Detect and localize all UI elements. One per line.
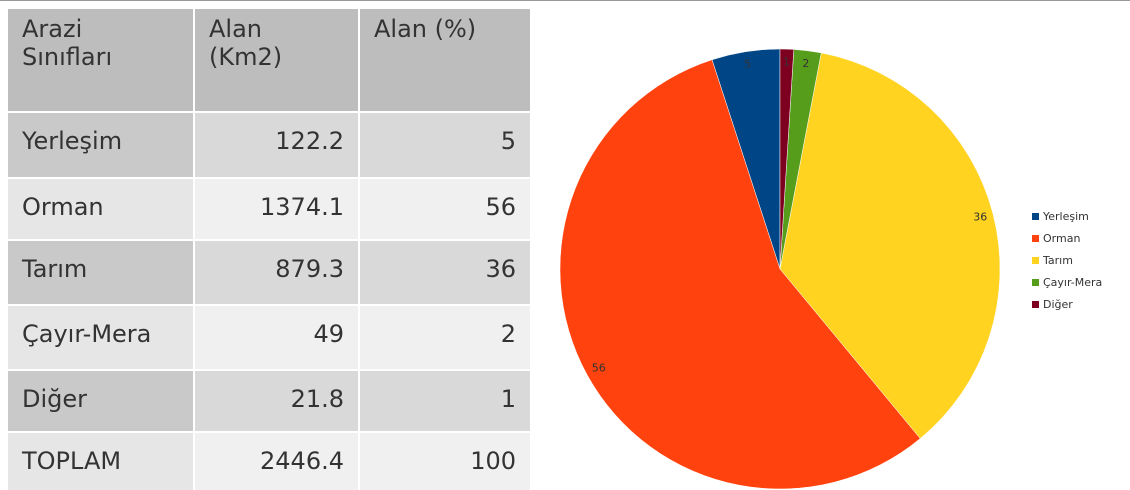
table-cell: Orman bbox=[8, 179, 195, 241]
legend-label: Orman bbox=[1043, 232, 1080, 245]
legend-swatch bbox=[1032, 235, 1039, 242]
table-cell: 36 bbox=[360, 241, 532, 306]
table-cell: 1374.1 bbox=[195, 179, 360, 241]
legend-swatch bbox=[1032, 213, 1039, 220]
legend-label: Diğer bbox=[1043, 298, 1073, 311]
table-cell: TOPLAM bbox=[8, 433, 195, 490]
header-cell: Arazi Sınıfları bbox=[8, 9, 195, 113]
pie-slice bbox=[779, 48, 795, 270]
data-label: 36 bbox=[973, 211, 987, 224]
header-cell: Alan (%) bbox=[360, 9, 532, 113]
table-cell: 100 bbox=[360, 433, 532, 490]
pie-slice bbox=[779, 52, 1001, 439]
table-cell: 122.2 bbox=[195, 113, 360, 179]
table-cell: 2 bbox=[360, 306, 532, 371]
table-cell: Tarım bbox=[8, 241, 195, 306]
legend-label: Yerleşim bbox=[1042, 210, 1089, 223]
legend-label: Tarım bbox=[1042, 254, 1073, 267]
table-cell: 1 bbox=[360, 371, 532, 433]
legend-swatch bbox=[1032, 257, 1039, 264]
table-cell: Diğer bbox=[8, 371, 195, 433]
header-cell: Alan (Km2) bbox=[195, 9, 360, 113]
legend-label: Çayır-Mera bbox=[1043, 276, 1102, 289]
data-label: 1 bbox=[783, 55, 790, 68]
table-cell: 21.8 bbox=[195, 371, 360, 433]
table-cell: 2446.4 bbox=[195, 433, 360, 490]
legend-swatch bbox=[1032, 279, 1039, 286]
data-label: 2 bbox=[802, 57, 809, 70]
table-cell: Yerleşim bbox=[8, 113, 195, 179]
table-cell: 5 bbox=[360, 113, 532, 179]
data-label: 56 bbox=[592, 362, 606, 375]
legend-swatch bbox=[1032, 301, 1039, 308]
table-cell: 879.3 bbox=[195, 241, 360, 306]
pie-slice bbox=[559, 59, 921, 490]
table-cell: Çayır-Mera bbox=[8, 306, 195, 371]
data-label: 5 bbox=[744, 58, 751, 71]
table-cell: 49 bbox=[195, 306, 360, 371]
table-cell: 56 bbox=[360, 179, 532, 241]
